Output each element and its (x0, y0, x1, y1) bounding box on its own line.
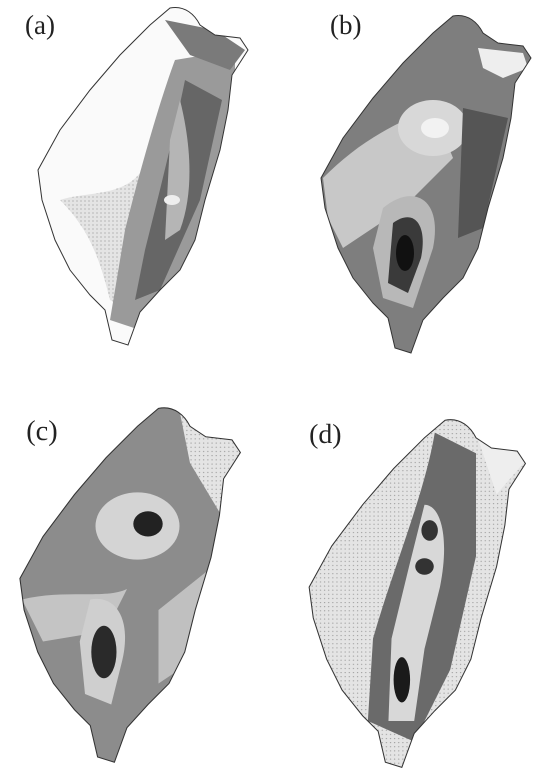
map-d: (d) (309, 419, 527, 767)
map-b: (b) (321, 10, 531, 353)
map-c: (c) (20, 408, 243, 762)
panel-label: (b) (330, 10, 361, 40)
figure: (a) (b) (c) (0, 0, 544, 769)
panel-label: (a) (25, 10, 55, 40)
panel-label: (d) (309, 419, 341, 450)
map-a: (a) (25, 7, 248, 345)
panel-label: (c) (26, 416, 57, 447)
